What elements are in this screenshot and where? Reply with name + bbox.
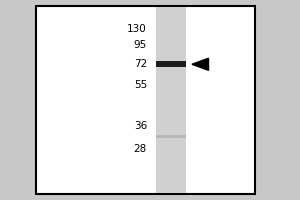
Polygon shape (192, 58, 208, 70)
Text: 55: 55 (134, 80, 147, 90)
Bar (156, 61, 186, 67)
Text: 95: 95 (134, 40, 147, 50)
Bar (156, 7, 186, 193)
Text: 72: 72 (134, 59, 147, 69)
Bar (36, 6, 255, 194)
Bar (156, 135, 186, 138)
Text: 130: 130 (127, 24, 147, 34)
Text: 36: 36 (134, 121, 147, 131)
Text: 28: 28 (134, 144, 147, 154)
